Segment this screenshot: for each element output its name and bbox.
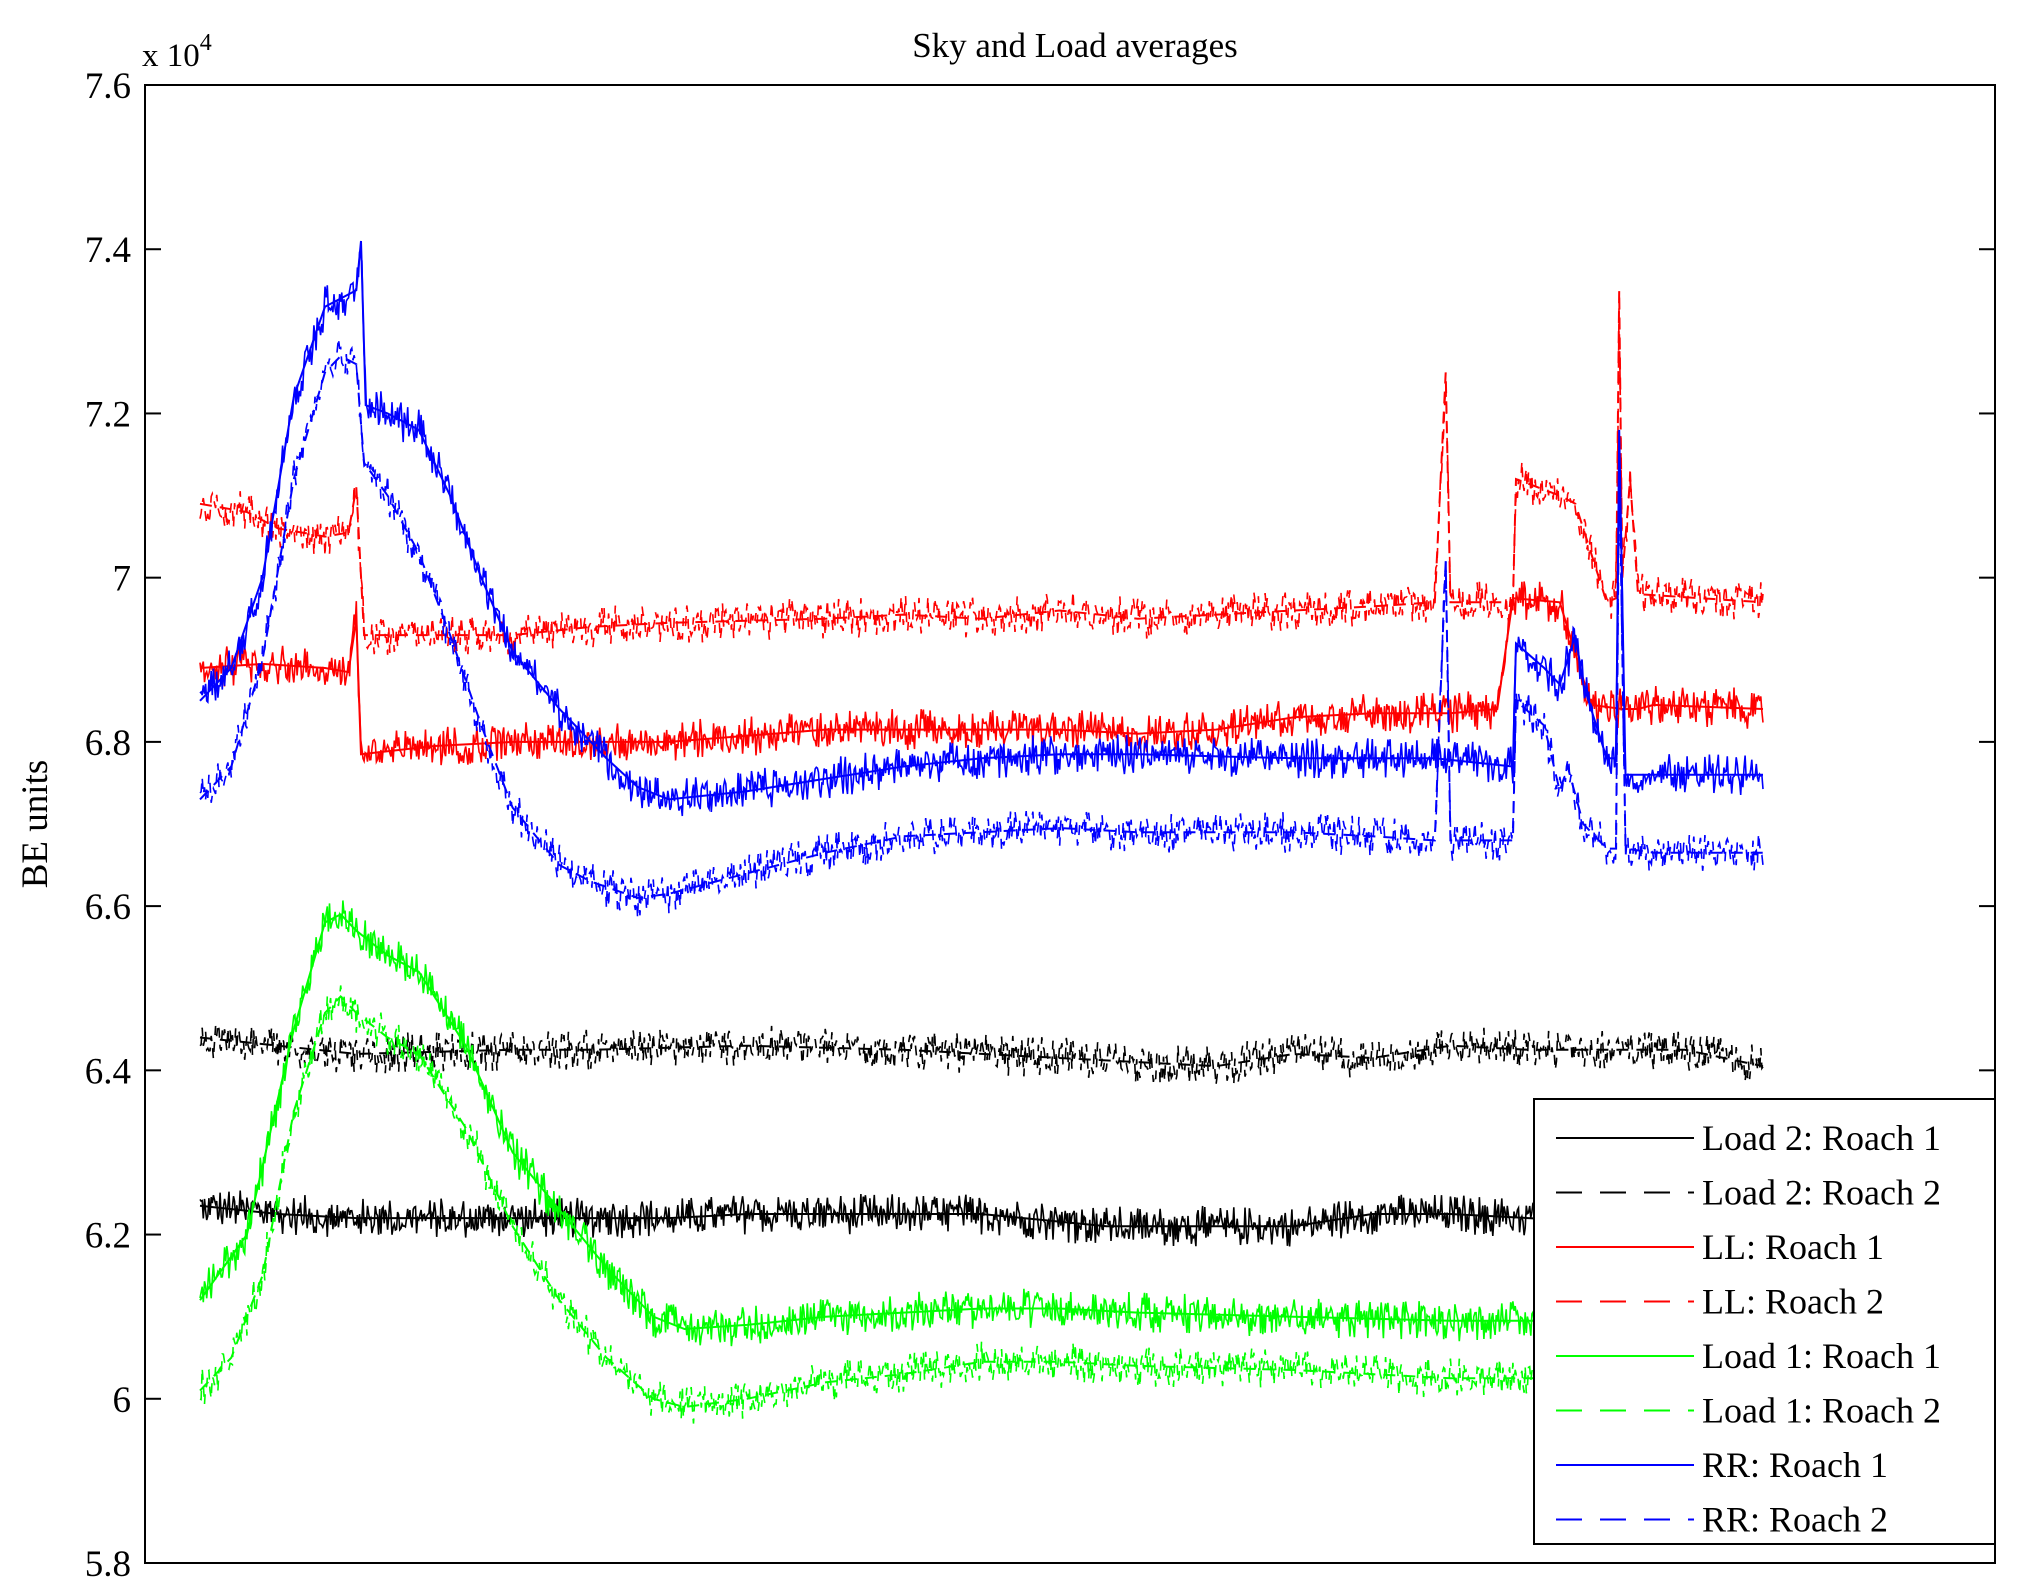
legend-label: Load 1: Roach 2 — [1702, 1391, 1941, 1431]
y-tick-label: 6 — [113, 1380, 132, 1421]
y-axis-ticks: 5.8 6 6.2 6.4 6.6 6.8 7 7.2 7.4 7.6 — [85, 66, 1995, 1585]
y-tick-label: 7.6 — [85, 66, 131, 107]
chart-title: Sky and Load averages — [912, 26, 1238, 65]
series-trend — [199, 290, 1764, 637]
legend-label: LL: Roach 1 — [1702, 1227, 1884, 1267]
y-tick-label: 6.6 — [85, 887, 131, 928]
plot-lines — [199, 240, 1764, 1424]
series-line — [199, 581, 1764, 766]
legend-label: RR: Roach 1 — [1702, 1445, 1888, 1485]
y-tick-label: 5.8 — [85, 1544, 131, 1585]
y-tick-label: 6.2 — [85, 1216, 131, 1257]
series-trend — [199, 913, 1763, 1331]
series-trend — [199, 1036, 1764, 1068]
y-exponent-power: 4 — [200, 30, 212, 56]
y-tick-label: 7.4 — [85, 230, 131, 271]
legend-label: RR: Roach 2 — [1702, 1500, 1888, 1540]
y-tick-label: 6.4 — [85, 1051, 131, 1092]
legend-label: LL: Roach 2 — [1702, 1282, 1884, 1322]
legend-label: Load 1: Roach 1 — [1702, 1336, 1941, 1376]
legend-label: Load 2: Roach 2 — [1702, 1173, 1941, 1213]
legend: Load 2: Roach 1 Load 2: Roach 2 LL: Roach … — [1533, 1098, 1996, 1545]
series-trend — [199, 994, 1763, 1409]
y-tick-label: 7.2 — [85, 394, 131, 435]
series-line — [199, 900, 1764, 1347]
series-line — [199, 1024, 1764, 1086]
y-axis-label: BE units — [15, 760, 56, 889]
y-exponent-base: x 10 — [142, 38, 200, 74]
plot-frame — [144, 84, 1996, 1564]
legend-box — [1533, 1098, 1996, 1545]
series-line — [199, 1190, 1764, 1247]
legend-label: Load 2: Roach 1 — [1702, 1118, 1941, 1158]
y-tick-label: 7 — [113, 559, 132, 600]
series-trend — [199, 240, 1763, 801]
y-axis-exponent: x 104 — [142, 30, 212, 74]
series-line — [199, 251, 1764, 817]
series-line — [199, 338, 1764, 919]
y-tick-label: 6.8 — [85, 723, 131, 764]
series-trend — [199, 354, 1763, 899]
